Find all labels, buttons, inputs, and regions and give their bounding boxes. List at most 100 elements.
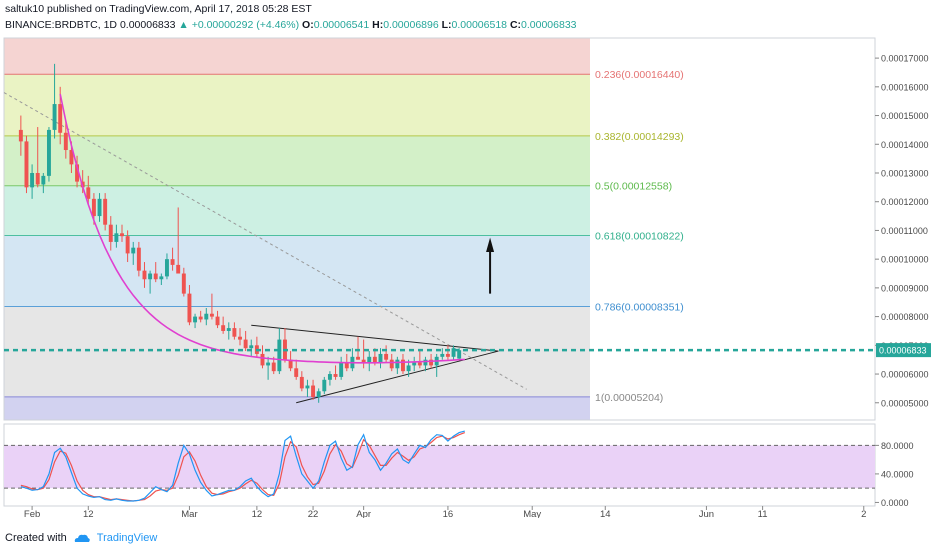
candle	[204, 307, 209, 326]
fib-level-label: 0.236(0.00016440)	[595, 69, 684, 81]
candle	[120, 224, 124, 242]
candle	[322, 376, 327, 395]
candle-body	[339, 362, 344, 377]
candle	[131, 241, 136, 265]
fib-level-label: 0.786(0.00008351)	[595, 302, 684, 314]
candle-body	[316, 391, 321, 398]
candle	[440, 348, 445, 360]
current-price-tag	[876, 343, 931, 358]
fib-zone	[4, 38, 590, 75]
candle-body	[69, 150, 74, 165]
candle	[215, 310, 220, 329]
candle	[148, 270, 153, 294]
candle	[412, 356, 417, 372]
candle-body	[30, 172, 35, 188]
candle-body	[58, 104, 63, 133]
candle-body	[344, 362, 349, 369]
author-name[interactable]: saltuk10	[5, 3, 45, 15]
stoch-band	[4, 445, 875, 489]
candle-body	[249, 345, 254, 349]
candle-body	[170, 259, 175, 265]
footer: Created with TradingView	[5, 532, 157, 544]
candle-body	[260, 353, 265, 366]
candle	[46, 127, 51, 182]
candle-body	[243, 339, 248, 349]
candle-body	[238, 336, 242, 340]
candle	[395, 356, 400, 375]
fib-zone	[4, 135, 590, 186]
candle	[417, 351, 422, 369]
candle-body	[378, 353, 383, 363]
candle-body	[226, 328, 231, 331]
candle-body	[204, 313, 209, 320]
price-tick-label: 0.00016000	[881, 82, 929, 92]
time-tick-label: 11	[758, 509, 768, 518]
time-tick-label: 12	[83, 509, 94, 518]
candle-body	[327, 374, 332, 380]
candle	[384, 345, 389, 363]
tradingview-cloud-icon	[74, 534, 90, 542]
fib-level-label: 0.5(0.00012558)	[595, 181, 672, 193]
candle	[103, 193, 108, 231]
candle	[451, 345, 456, 360]
time-tick-label: Mar	[181, 509, 197, 518]
time-tick-label: Jun	[699, 509, 714, 518]
candle-body	[367, 356, 372, 363]
stoch-k-line	[20, 430, 465, 502]
candle	[232, 322, 237, 340]
candle-body	[63, 132, 68, 151]
candle	[187, 285, 192, 326]
open-value: 0.00006541	[313, 19, 370, 31]
time-tick-label: 16	[443, 509, 454, 518]
up-arrow-icon	[486, 237, 495, 252]
candle	[86, 175, 91, 205]
price-tick-label: 0.00009000	[881, 283, 929, 293]
candle-body	[24, 141, 29, 188]
candle-body	[108, 224, 113, 242]
change-value: +0.00000292 (+4.46%)	[191, 19, 300, 31]
candle-body	[221, 325, 226, 331]
time-tick-label: 12	[252, 509, 263, 518]
candle-body	[401, 359, 405, 372]
candle	[30, 164, 35, 199]
candle	[356, 336, 360, 360]
candle-body	[215, 316, 220, 326]
candle	[75, 155, 80, 188]
candle	[63, 121, 68, 159]
candle	[142, 262, 147, 288]
candle-body	[187, 293, 192, 323]
candle	[18, 115, 23, 156]
candle	[52, 63, 57, 139]
symbol-label: BINANCE:BRDBTC, 1D	[5, 19, 118, 31]
fib-zone	[4, 185, 590, 236]
price-tick-label: 0.00014000	[881, 140, 929, 150]
candle	[136, 241, 141, 277]
candle	[378, 348, 383, 369]
candle-body	[18, 129, 23, 142]
candle-body	[176, 264, 181, 274]
time-tick-label: Feb	[24, 509, 40, 518]
candle-body	[103, 198, 108, 225]
fitted-curve	[59, 93, 465, 364]
candle-body	[131, 247, 136, 254]
candle-body	[288, 359, 293, 369]
price-tick-label: 0.00008000	[881, 312, 929, 322]
candle	[193, 313, 198, 329]
candle-body	[423, 359, 428, 366]
tradingview-brand[interactable]: TradingView	[96, 532, 158, 544]
candle	[260, 345, 265, 369]
candle-body	[75, 164, 80, 182]
candle	[41, 172, 46, 194]
candle-body	[164, 259, 169, 277]
candle-body	[46, 129, 51, 176]
candle-body	[311, 385, 316, 398]
candle-body	[97, 198, 102, 217]
candle	[226, 322, 231, 340]
candle-body	[322, 379, 327, 392]
candle-body	[417, 362, 422, 366]
candle-body	[136, 247, 141, 271]
candle-body	[271, 362, 276, 372]
candle-body	[41, 175, 46, 185]
stoch-tick-label: 0.0000	[881, 498, 909, 508]
price-chart[interactable]: 0.236(0.00016440) 0.382(0.00014293) 0.5(0.…	[0, 36, 932, 518]
